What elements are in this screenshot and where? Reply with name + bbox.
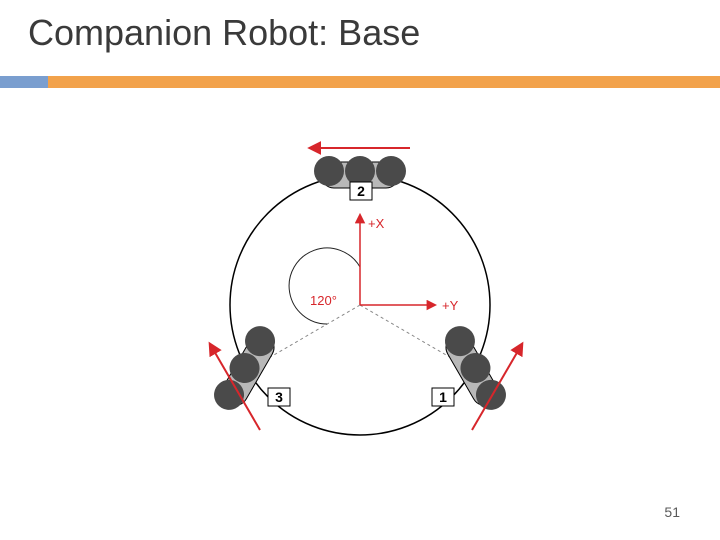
axis-x-label: +X	[368, 216, 385, 231]
angle-arc	[289, 248, 360, 324]
wheel-label-1: 1	[439, 389, 447, 405]
rule-left-accent	[0, 76, 48, 88]
base-diagram: 120° +X +Y 2 3 1	[160, 120, 560, 460]
wheel-label-3: 3	[275, 389, 283, 405]
angle-label: 120°	[310, 293, 337, 308]
page-number: 51	[664, 504, 680, 520]
axis-y-label: +Y	[442, 298, 459, 313]
rule-right-accent	[48, 76, 720, 88]
title-rule	[0, 76, 720, 88]
page-title: Companion Robot: Base	[28, 12, 420, 54]
wheel-roller-2	[376, 156, 406, 186]
wheel-roller-0	[314, 156, 344, 186]
wheel-label-2: 2	[357, 183, 365, 199]
